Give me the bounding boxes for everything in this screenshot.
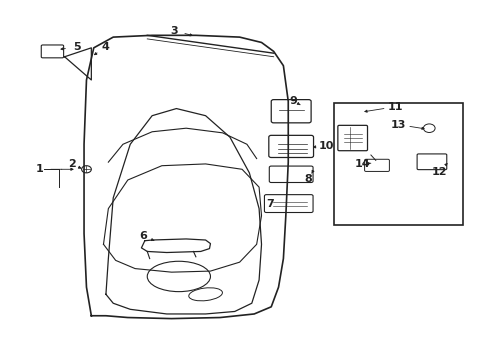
Text: 14: 14: [354, 159, 369, 169]
Text: 4: 4: [102, 42, 110, 52]
Text: 6: 6: [139, 231, 147, 242]
Text: 13: 13: [390, 120, 406, 130]
Text: 8: 8: [304, 174, 312, 184]
Bar: [334, 103, 462, 225]
Text: 12: 12: [430, 167, 446, 177]
Text: 2: 2: [68, 159, 76, 169]
Text: 7: 7: [265, 199, 273, 209]
Text: 11: 11: [386, 102, 402, 112]
Text: 1: 1: [35, 164, 43, 174]
Text: 9: 9: [288, 96, 296, 106]
Text: 3: 3: [170, 26, 178, 36]
Text: 5: 5: [73, 42, 81, 52]
Text: 10: 10: [318, 141, 333, 151]
